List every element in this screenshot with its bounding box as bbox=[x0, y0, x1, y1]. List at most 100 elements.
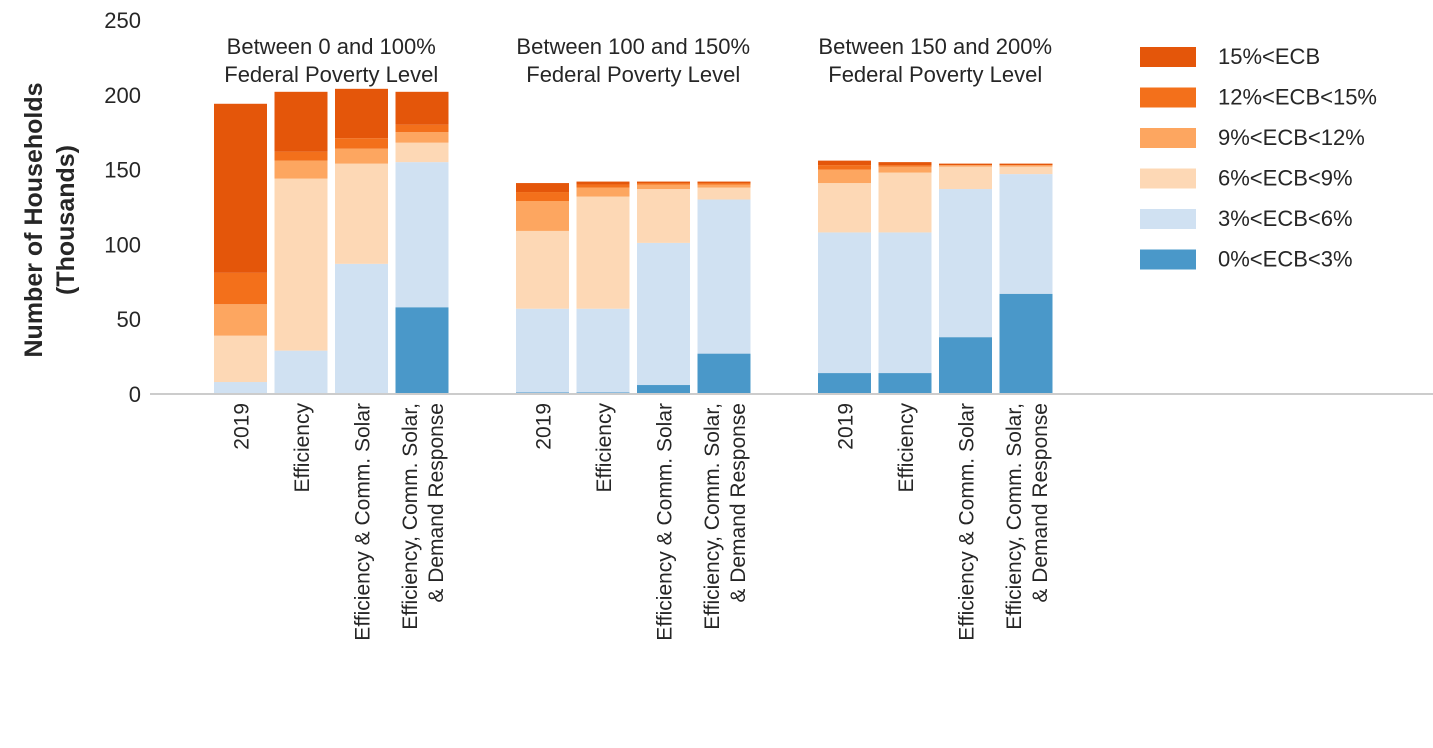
bar-segment bbox=[516, 183, 569, 193]
category-label: Efficiency & Comm. Solar bbox=[956, 403, 979, 641]
bar-segment bbox=[395, 142, 449, 163]
bar-segment bbox=[939, 165, 992, 167]
bar-segment bbox=[274, 91, 328, 152]
bar-segment bbox=[818, 232, 871, 374]
y-tick-label: 250 bbox=[104, 8, 141, 33]
category-label: Efficiency, Comm. Solar, bbox=[1003, 403, 1026, 630]
legend-label: 0%<ECB<3% bbox=[1218, 247, 1353, 272]
group-title-line: Between 150 and 200% bbox=[818, 34, 1052, 59]
bar-segment bbox=[697, 183, 751, 185]
category-label: Efficiency bbox=[291, 403, 314, 493]
y-tick-label: 100 bbox=[104, 232, 141, 257]
bar-segment bbox=[274, 178, 328, 351]
legend-label: 9%<ECB<12% bbox=[1218, 125, 1365, 150]
bar-segment bbox=[395, 124, 449, 133]
legend-label: 3%<ECB<6% bbox=[1218, 206, 1353, 231]
legend: 15%<ECB 12%<ECB<15% 9%<ECB<12% 6%<ECB<9% 3%<… bbox=[1140, 44, 1377, 272]
bar-segment bbox=[939, 337, 992, 394]
legend-label: 12%<ECB<15% bbox=[1218, 85, 1377, 110]
bar-segment bbox=[335, 263, 388, 394]
group-title-line: Federal Poverty Level bbox=[224, 62, 438, 87]
bar-segment bbox=[818, 165, 871, 170]
y-axis-title-line: Number of Households bbox=[20, 82, 48, 357]
bar-segment bbox=[395, 307, 449, 394]
y-axis-title-line: (Thousands) bbox=[52, 145, 80, 295]
bar-segment bbox=[516, 308, 569, 393]
bar-segment bbox=[878, 162, 932, 166]
bar-segment bbox=[576, 181, 630, 185]
y-tick-label: 150 bbox=[104, 158, 141, 183]
group-title-line: Federal Poverty Level bbox=[828, 62, 1042, 87]
bar-segment bbox=[637, 184, 690, 190]
bar-segment bbox=[878, 166, 932, 173]
bar-segment bbox=[335, 138, 388, 149]
bar-segment bbox=[818, 169, 871, 184]
group-titles: Between 0 and 100% Federal Poverty Level B… bbox=[224, 34, 1052, 87]
y-tick-label: 200 bbox=[104, 83, 141, 108]
bar-segment bbox=[999, 166, 1053, 175]
legend-swatch bbox=[1140, 87, 1196, 108]
bar-segment bbox=[878, 373, 932, 394]
bar-segment bbox=[999, 165, 1053, 167]
bar-segment bbox=[637, 385, 690, 394]
bar-segment bbox=[697, 184, 751, 188]
bar-segment bbox=[637, 242, 690, 386]
legend-swatch bbox=[1140, 249, 1196, 270]
bar-segment bbox=[214, 335, 267, 383]
bar-segment bbox=[637, 181, 690, 184]
legend-swatch bbox=[1140, 209, 1196, 229]
category-label: & Demand Response bbox=[425, 403, 448, 603]
group-title-line: Between 100 and 150% bbox=[516, 34, 750, 59]
category-label: Efficiency, Comm. Solar, bbox=[399, 403, 422, 630]
bar-segment bbox=[516, 192, 569, 202]
bar-segment bbox=[818, 373, 871, 394]
legend-label: 15%<ECB bbox=[1218, 44, 1320, 69]
bar-segment bbox=[939, 163, 992, 166]
bar-segment bbox=[818, 160, 871, 166]
bar-segment bbox=[999, 174, 1053, 294]
y-axis-title: Number of Households (Thousands) bbox=[20, 82, 80, 357]
y-tick-label: 0 bbox=[129, 382, 141, 407]
bar-segment bbox=[697, 353, 751, 394]
bar-segment bbox=[576, 308, 630, 393]
category-labels: 2019 Efficiency Efficiency & Comm. Solar Ef… bbox=[231, 403, 1053, 641]
bar-segment bbox=[637, 183, 690, 185]
category-label: 2019 bbox=[835, 403, 858, 450]
bar-segment bbox=[335, 88, 388, 139]
legend-swatch bbox=[1140, 168, 1196, 189]
bar-segment bbox=[395, 91, 449, 125]
bar-segment bbox=[878, 232, 932, 374]
category-label: & Demand Response bbox=[727, 403, 750, 603]
category-label: & Demand Response bbox=[1029, 403, 1052, 603]
category-label: 2019 bbox=[231, 403, 254, 450]
bar-segment bbox=[878, 165, 932, 167]
bar-segment bbox=[576, 196, 630, 309]
bar-segment bbox=[214, 304, 267, 336]
bar-segment bbox=[335, 148, 388, 164]
bar-segment bbox=[214, 382, 267, 394]
legend-swatch bbox=[1140, 128, 1196, 148]
group-title-line: Federal Poverty Level bbox=[526, 62, 740, 87]
bar-segment bbox=[697, 181, 751, 184]
category-label: Efficiency bbox=[593, 403, 616, 493]
group-title-line: Between 0 and 100% bbox=[227, 34, 436, 59]
bar-segment bbox=[214, 103, 267, 273]
bars bbox=[214, 88, 1053, 394]
bar-segment bbox=[637, 189, 690, 243]
bar-segment bbox=[395, 162, 449, 308]
bar-segment bbox=[274, 350, 328, 394]
bar-segment bbox=[999, 293, 1053, 394]
bar-segment bbox=[395, 132, 449, 143]
bar-segment bbox=[516, 201, 569, 231]
bar-segment bbox=[939, 189, 992, 338]
bar-segment bbox=[999, 163, 1053, 166]
y-axis-ticks: 0 50 100 150 200 250 bbox=[104, 8, 141, 407]
bar-segment bbox=[335, 163, 388, 264]
bar-segment bbox=[939, 166, 992, 190]
bar-segment bbox=[818, 183, 871, 233]
bar-segment bbox=[697, 187, 751, 200]
bar-segment bbox=[878, 172, 932, 233]
bar-segment bbox=[516, 230, 569, 309]
y-tick-label: 50 bbox=[117, 307, 141, 332]
